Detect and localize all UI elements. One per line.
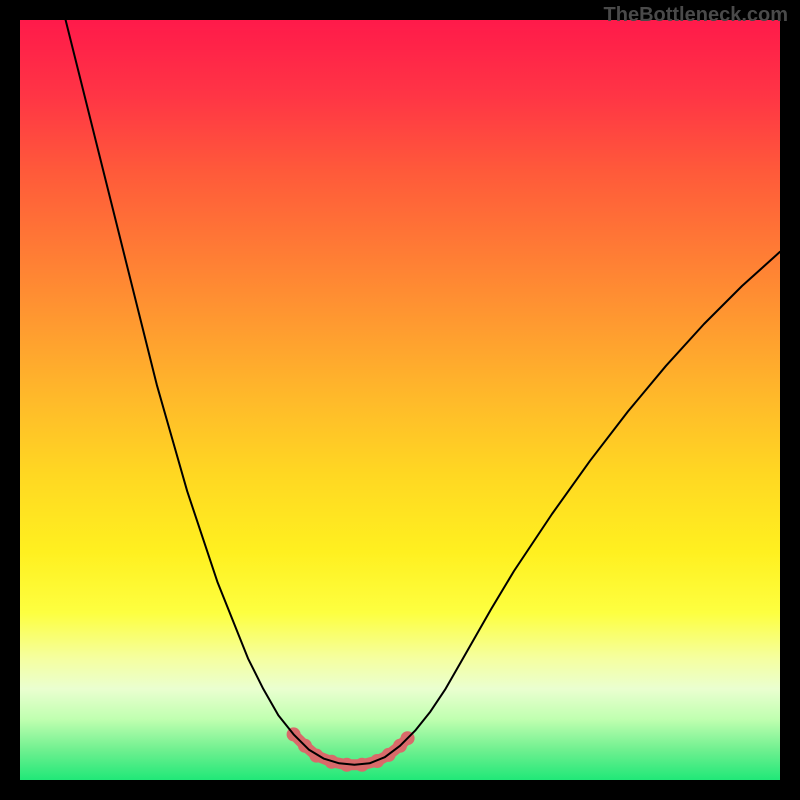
watermark-text: TheBottleneck.com [604, 4, 788, 27]
chart-svg [20, 20, 780, 780]
gradient-background [20, 20, 780, 780]
bottleneck-chart [20, 20, 780, 780]
